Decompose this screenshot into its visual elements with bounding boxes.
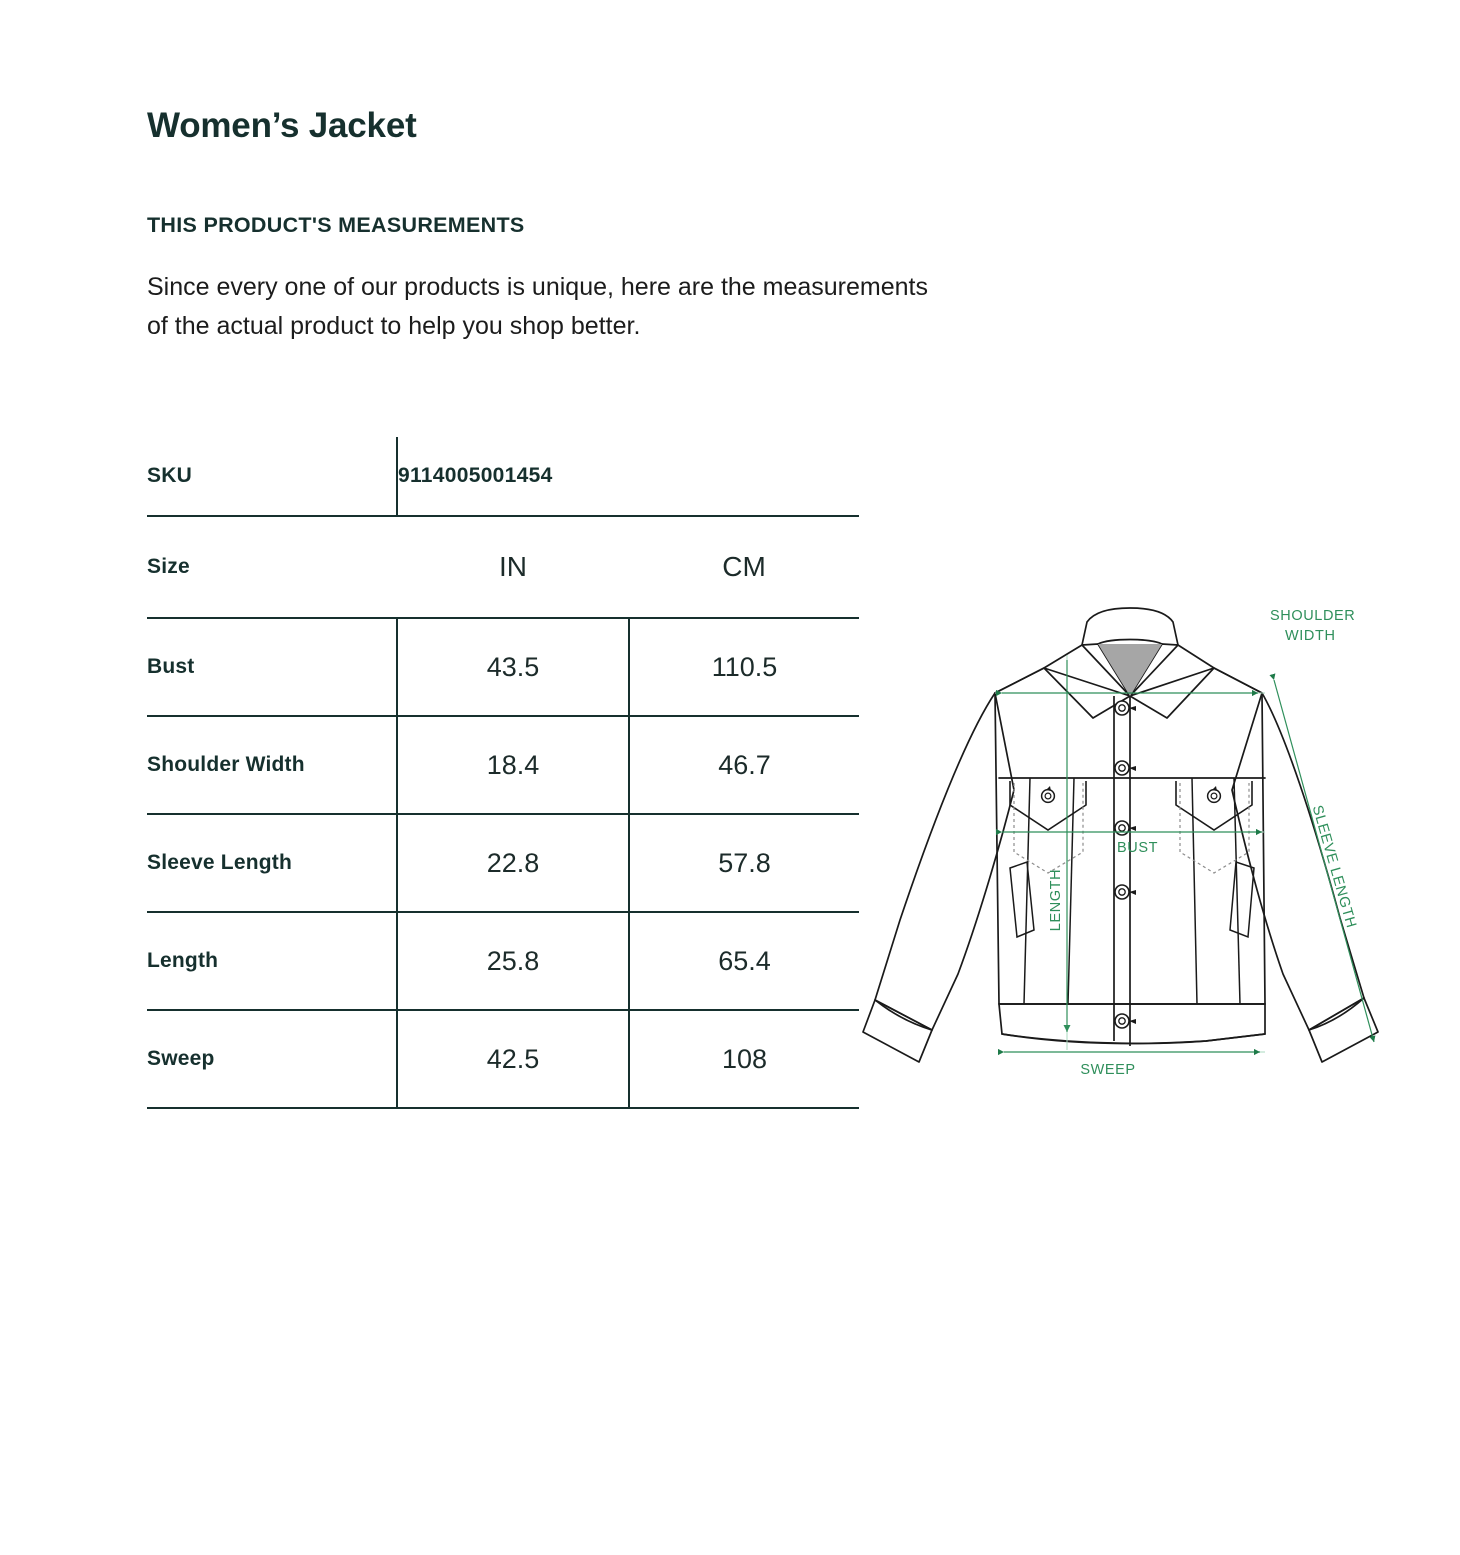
- row-value-sleeve-length-cm: 57.8: [627, 814, 860, 913]
- sku-label: SKU: [147, 437, 397, 517]
- column-header-in: IN: [397, 516, 629, 619]
- button: [1114, 700, 1136, 716]
- measurements-table: SKU 9114005001454 Size IN CM Bust 43.5 1…: [147, 437, 860, 1109]
- right-sleeve: [1231, 692, 1365, 1031]
- row-value-sweep-in: 42.5: [396, 1010, 629, 1109]
- intro-line-1: Since every one of our products is uniqu…: [147, 273, 928, 301]
- jacket-measurement-diagram: SHOULDER WIDTH BUST SWEEP LENGTH SLEEVE …: [862, 600, 1402, 1080]
- label-shoulder-width-line2: WIDTH: [1285, 628, 1336, 644]
- right-pocket-bag: [1179, 783, 1250, 874]
- row-label-sleeve-length: Sleeve Length: [147, 814, 397, 913]
- collar-left-point: [1043, 644, 1131, 719]
- table-row: Sweep 42.5 108: [147, 1010, 860, 1109]
- pocket-button: [1040, 786, 1056, 804]
- button: [1114, 1013, 1136, 1029]
- sku-value: 9114005001454: [395, 437, 860, 517]
- intro-line-2: of the actual product to help you shop b…: [147, 312, 641, 340]
- table-row: Sleeve Length 22.8 57.8: [147, 814, 860, 913]
- row-value-bust-cm: 110.5: [627, 618, 860, 717]
- hem-band: [998, 1003, 1266, 1045]
- row-label-sweep: Sweep: [147, 1010, 397, 1109]
- left-pocket-bag: [1013, 783, 1084, 874]
- column-header-cm: CM: [629, 516, 860, 619]
- left-cuff: [862, 999, 933, 1063]
- label-shoulder-width-line1: SHOULDER: [1270, 608, 1355, 624]
- row-value-shoulder-width-cm: 46.7: [627, 716, 860, 815]
- label-sweep: SWEEP: [1080, 1062, 1135, 1078]
- intro-paragraph: Since every one of our products is uniqu…: [147, 268, 1277, 346]
- collar-inner-shadow: [1098, 644, 1162, 696]
- table-row: Length 25.8 65.4: [147, 912, 860, 1011]
- center-front-placket: [1113, 696, 1131, 1046]
- sleeve-length-dimension: [1269, 673, 1376, 1043]
- right-cuff: [1308, 997, 1379, 1063]
- collar-stand: [1081, 607, 1179, 697]
- side-welt-pockets: [1009, 860, 1255, 939]
- jacket-buttons: [1040, 700, 1222, 1029]
- table-row: Bust 43.5 110.5: [147, 618, 860, 717]
- right-shoulder-seam: [1213, 667, 1263, 694]
- row-value-length-cm: 65.4: [627, 912, 860, 1011]
- hem-band-bottom: [1001, 1033, 1266, 1045]
- table-row: Shoulder Width 18.4 46.7: [147, 716, 860, 815]
- neck-seam: [1097, 638, 1163, 645]
- left-sleeve: [874, 692, 1015, 1031]
- label-bust: BUST: [1117, 840, 1158, 856]
- size-label: Size: [147, 516, 397, 619]
- left-cuff-seam: [874, 999, 933, 1031]
- row-value-sweep-cm: 108: [627, 1010, 860, 1109]
- row-label-bust: Bust: [147, 618, 397, 717]
- label-sleeve-length: SLEEVE LENGTH: [1309, 804, 1359, 931]
- collar-right-point: [1129, 644, 1215, 719]
- left-shoulder-seam: [994, 667, 1045, 694]
- row-value-sleeve-length-in: 22.8: [396, 814, 629, 913]
- button: [1114, 820, 1136, 836]
- pocket-button: [1206, 786, 1222, 804]
- row-value-bust-in: 43.5: [396, 618, 629, 717]
- page-title: Women’s Jacket: [147, 106, 417, 145]
- button: [1114, 884, 1136, 900]
- label-length: LENGTH: [1048, 869, 1064, 931]
- section-heading: THIS PRODUCT'S MEASUREMENTS: [147, 213, 525, 237]
- table-row-sku: SKU 9114005001454: [147, 437, 860, 517]
- row-label-shoulder-width: Shoulder Width: [147, 716, 397, 815]
- button: [1114, 760, 1136, 776]
- row-value-length-in: 25.8: [396, 912, 629, 1011]
- row-label-length: Length: [147, 912, 397, 1011]
- table-row-size-header: Size IN CM: [147, 516, 860, 619]
- row-value-shoulder-width-in: 18.4: [396, 716, 629, 815]
